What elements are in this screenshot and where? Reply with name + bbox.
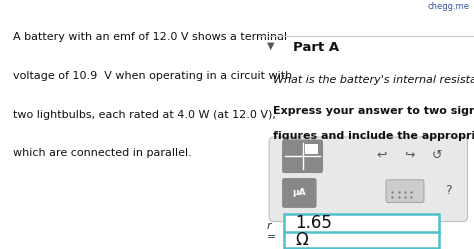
Text: ↩: ↩	[376, 149, 386, 162]
Text: figures and include the appropriate units.: figures and include the appropriate unit…	[273, 131, 474, 141]
Text: which are connected in parallel.: which are connected in parallel.	[13, 148, 191, 158]
FancyBboxPatch shape	[282, 178, 317, 208]
Text: A battery with an emf of 12.0 V shows a terminal: A battery with an emf of 12.0 V shows a …	[13, 32, 287, 42]
Text: Part A: Part A	[293, 41, 339, 54]
Text: r: r	[267, 221, 272, 231]
Bar	[305, 144, 318, 154]
Text: two lightbulbs, each rated at 4.0 W (at 12.0 V),: two lightbulbs, each rated at 4.0 W (at …	[13, 110, 276, 120]
Text: 1.65: 1.65	[295, 214, 332, 233]
Text: Express your answer to two significant: Express your answer to two significant	[273, 106, 474, 116]
Text: =: =	[267, 232, 276, 242]
Text: ?: ?	[445, 184, 451, 197]
Text: Ω: Ω	[295, 231, 308, 249]
Text: chegg.me: chegg.me	[428, 2, 470, 11]
Bar	[284, 214, 439, 233]
Text: μA: μA	[292, 188, 306, 197]
FancyBboxPatch shape	[386, 180, 424, 202]
Text: ↪: ↪	[404, 149, 415, 162]
FancyBboxPatch shape	[269, 137, 467, 222]
FancyBboxPatch shape	[282, 139, 323, 173]
Text: voltage of 10.9  V when operating in a circuit with: voltage of 10.9 V when operating in a ci…	[13, 71, 292, 81]
Bar	[284, 232, 439, 248]
Text: What is the battery's internal resistance?: What is the battery's internal resistanc…	[273, 75, 474, 85]
Text: ↺: ↺	[432, 149, 443, 162]
Text: ▼: ▼	[267, 41, 274, 51]
